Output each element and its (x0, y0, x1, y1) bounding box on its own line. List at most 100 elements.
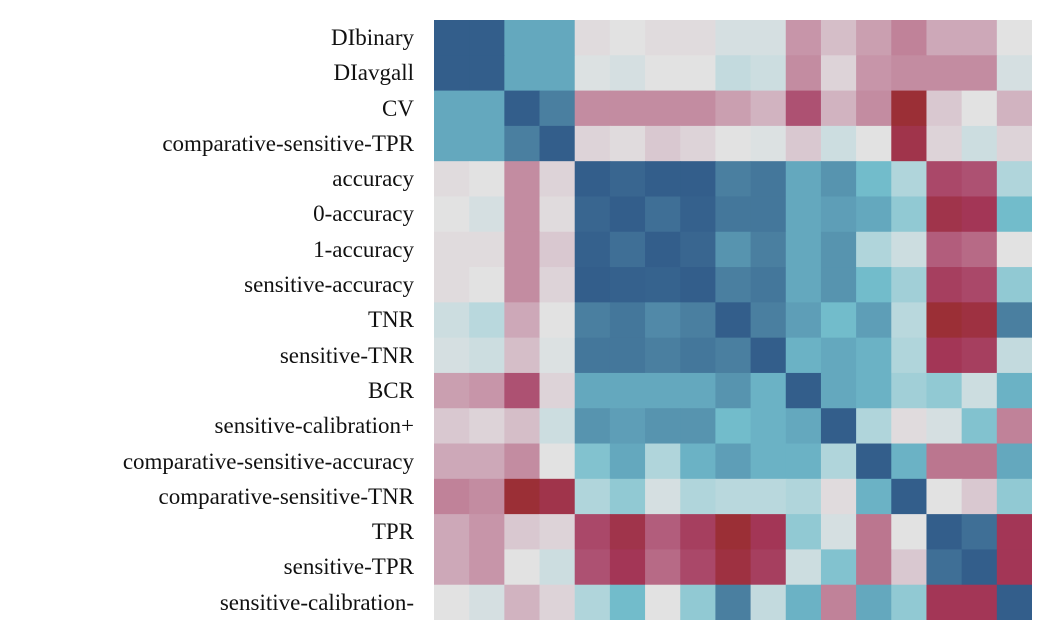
heatmap-cell (504, 337, 541, 374)
heatmap-cell (645, 161, 681, 197)
heatmap-cell (820, 372, 857, 409)
heatmap-cell (785, 408, 822, 445)
heatmap-cell (785, 372, 822, 409)
heatmap-cell (820, 337, 857, 374)
heatmap-cell (961, 196, 998, 233)
heatmap-cell (820, 408, 857, 445)
heatmap-cell (680, 549, 716, 586)
heatmap-cell (469, 372, 505, 409)
heatmap-cell (574, 478, 611, 515)
heatmap-cell (856, 514, 892, 550)
heatmap-cell (680, 372, 716, 409)
heatmap-cell (926, 267, 963, 303)
heatmap-cell (539, 196, 576, 233)
heatmap-cell (539, 584, 576, 620)
heatmap-cell (961, 443, 998, 480)
heatmap-cell (434, 125, 470, 162)
heatmap-cell (785, 196, 822, 233)
heatmap-cell (750, 408, 787, 445)
heatmap-cell (680, 584, 716, 620)
heatmap-cell (609, 372, 646, 409)
heatmap-cell (469, 267, 505, 303)
heatmap-cell (504, 161, 541, 197)
heatmap-cell (680, 196, 716, 233)
heatmap-cell (750, 90, 787, 127)
heatmap-cell (680, 267, 716, 303)
heatmap-cell (539, 549, 576, 586)
heatmap-cell (574, 337, 611, 374)
heatmap-cell (715, 196, 752, 233)
heatmap-cell (785, 584, 822, 620)
heatmap-cell (785, 478, 822, 515)
heatmap-cell (856, 302, 892, 339)
heatmap-cell (750, 267, 787, 303)
row-label: TNR (368, 307, 414, 333)
heatmap-cell (961, 161, 998, 197)
heatmap-cell (645, 549, 681, 586)
heatmap-cell (891, 584, 927, 620)
heatmap-cell (574, 514, 611, 550)
heatmap-cell (469, 20, 505, 56)
heatmap-cell (504, 231, 541, 268)
heatmap-cell (504, 196, 541, 233)
heatmap-cell (434, 267, 470, 303)
heatmap-cell (856, 161, 892, 197)
heatmap-cell (680, 302, 716, 339)
heatmap-cell (645, 20, 681, 56)
heatmap-cell (750, 584, 787, 620)
row-label: DIavgall (333, 60, 414, 86)
heatmap-cell (715, 161, 752, 197)
heatmap-cell (926, 20, 963, 56)
heatmap-cell (645, 196, 681, 233)
heatmap-cell (469, 337, 505, 374)
heatmap-cell (750, 337, 787, 374)
heatmap-cell (609, 231, 646, 268)
heatmap-cell (926, 231, 963, 268)
heatmap-cell (504, 408, 541, 445)
heatmap-cell (996, 478, 1032, 515)
heatmap-cell (539, 267, 576, 303)
heatmap-cell (504, 125, 541, 162)
heatmap-cell (434, 514, 470, 550)
heatmap-cell (504, 584, 541, 620)
heatmap-cell (469, 55, 505, 92)
heatmap-cell (469, 443, 505, 480)
heatmap-cell (820, 20, 857, 56)
heatmap-cell (504, 20, 541, 56)
heatmap-cell (961, 90, 998, 127)
heatmap-cell (961, 584, 998, 620)
heatmap-cell (891, 337, 927, 374)
heatmap-cell (891, 443, 927, 480)
heatmap-cell (926, 549, 963, 586)
heatmap-cell (785, 549, 822, 586)
heatmap-cell (750, 231, 787, 268)
heatmap-cell (996, 302, 1032, 339)
heatmap-cell (750, 443, 787, 480)
heatmap-cell (680, 125, 716, 162)
heatmap-cell (434, 231, 470, 268)
heatmap-cell (504, 55, 541, 92)
heatmap-cell (609, 514, 646, 550)
heatmap-cell (680, 408, 716, 445)
heatmap-cell (856, 337, 892, 374)
heatmap-cell (891, 408, 927, 445)
heatmap-cell (715, 302, 752, 339)
heatmap-cell (574, 55, 611, 92)
row-label: 0-accuracy (313, 201, 414, 227)
heatmap-cell (715, 478, 752, 515)
heatmap-cell (926, 55, 963, 92)
heatmap-cell (504, 514, 541, 550)
heatmap-cell (680, 161, 716, 197)
heatmap-cell (574, 408, 611, 445)
heatmap-cell (504, 549, 541, 586)
heatmap-cell (996, 125, 1032, 162)
heatmap-cell (680, 337, 716, 374)
heatmap-cell (680, 443, 716, 480)
heatmap-cell (609, 20, 646, 56)
heatmap-cell (609, 478, 646, 515)
heatmap-cell (996, 267, 1032, 303)
heatmap-cell (820, 302, 857, 339)
heatmap-cell (469, 231, 505, 268)
heatmap-cell (891, 302, 927, 339)
heatmap-cell (645, 584, 681, 620)
